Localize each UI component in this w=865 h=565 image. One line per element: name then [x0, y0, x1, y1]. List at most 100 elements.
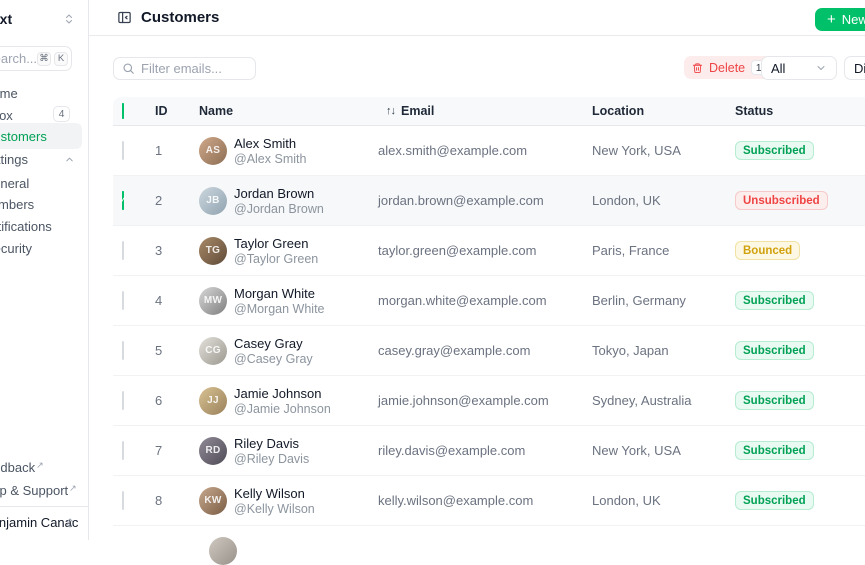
- trash-icon: [692, 62, 703, 74]
- cell-id: 3: [155, 243, 163, 258]
- customer-handle: @Jamie Johnson: [234, 401, 331, 416]
- customer-handle: @Riley Davis: [234, 451, 310, 466]
- display-button[interactable]: Display: [844, 56, 865, 80]
- customer-name: Morgan White: [234, 285, 315, 301]
- kbd-k: K: [54, 51, 69, 66]
- cell-email: morgan.white@example.com: [378, 293, 547, 308]
- main-content: Customers + New customer Delete 1 All: [89, 0, 865, 565]
- row-checkbox[interactable]: [122, 440, 124, 460]
- status-badge: Bounced: [735, 241, 801, 261]
- customer-handle: @Jordan Brown: [234, 201, 324, 216]
- table-row: 7 RD Riley Davis @Riley Davis riley.davi…: [113, 426, 865, 476]
- avatar: TG: [199, 236, 227, 265]
- sidebar-link-feedback[interactable]: Feedback↗: [0, 460, 44, 475]
- column-header-location: Location: [592, 104, 645, 118]
- cell-name: KW Kelly Wilson @Kelly Wilson: [190, 486, 370, 516]
- status-badge: Subscribed: [735, 141, 814, 161]
- table-row: 6 JJ Jamie Johnson @Jamie Johnson jamie.…: [113, 376, 865, 426]
- row-checkbox[interactable]: [122, 140, 124, 160]
- table-body: 1 AS Alex Smith @Alex Smith alex.smith@e…: [113, 126, 865, 526]
- filter-emails-input[interactable]: [141, 61, 247, 76]
- cell-location: New York, USA: [592, 143, 681, 158]
- sidebar-item-inbox[interactable]: Inbox: [0, 108, 13, 123]
- partial-next-row: [113, 526, 865, 565]
- row-checkbox[interactable]: [122, 190, 124, 210]
- customer-name: Alex Smith: [234, 135, 297, 151]
- cell-location: Tokyo, Japan: [592, 343, 669, 358]
- customer-handle: @Taylor Green: [234, 251, 319, 266]
- sidebar-item-notifications[interactable]: Notifications: [0, 219, 52, 234]
- new-customer-label: New customer: [841, 12, 865, 27]
- collapse-sidebar-icon[interactable]: [117, 10, 132, 25]
- cell-id: 8: [155, 493, 163, 508]
- avatar-initials: KW: [204, 495, 222, 506]
- cell-name: RD Riley Davis @Riley Davis: [190, 436, 370, 466]
- sidebar-item-general[interactable]: General: [0, 176, 30, 191]
- cell-email: casey.gray@example.com: [378, 343, 531, 358]
- cell-status: Bounced: [725, 241, 865, 261]
- sidebar-item-customers-label: Customers: [0, 128, 47, 144]
- sidebar-link-help-support[interactable]: Help & Support↗: [0, 483, 77, 498]
- avatar-initials: MW: [203, 295, 223, 306]
- status-badge: Subscribed: [735, 341, 814, 361]
- unfold-icon[interactable]: [64, 517, 76, 529]
- table-row: 2 JB Jordan Brown @Jordan Brown jordan.b…: [113, 176, 865, 226]
- avatar-initials: TG: [205, 245, 221, 256]
- external-link-icon: ↗: [69, 483, 77, 493]
- sort-icon: ↑↓: [386, 105, 396, 117]
- table-row: 5 CG Casey Gray @Casey Gray casey.gray@e…: [113, 326, 865, 376]
- sidebar-item-customers[interactable]: Customers: [0, 123, 82, 149]
- cell-email: jordan.brown@example.com: [378, 193, 544, 208]
- filter-emails-field[interactable]: [113, 57, 256, 80]
- row-checkbox[interactable]: [122, 390, 124, 410]
- cell-id: 6: [155, 393, 163, 408]
- sidebar-search[interactable]: Search... ⌘ K: [0, 46, 72, 71]
- customer-name: Jamie Johnson: [234, 385, 322, 401]
- customers-table: ID Name ↑↓ Email Location Status 1 AS Al…: [113, 97, 865, 565]
- cell-status: Subscribed: [725, 291, 865, 311]
- avatar-initials: AS: [205, 145, 221, 156]
- feedback-label: Feedback: [0, 460, 36, 475]
- cell-name: AS Alex Smith @Alex Smith: [190, 136, 370, 166]
- unfold-icon[interactable]: [63, 13, 75, 25]
- customer-handle: @Kelly Wilson: [234, 501, 315, 516]
- cell-location: Berlin, Germany: [592, 293, 686, 308]
- status-filter-select[interactable]: All: [761, 56, 837, 80]
- team-selector[interactable]: Nuxt: [0, 11, 13, 27]
- help-label: Help & Support: [0, 483, 69, 498]
- customer-name: Riley Davis: [234, 435, 300, 451]
- avatar: RD: [199, 436, 227, 465]
- column-header-id: ID: [155, 104, 168, 118]
- row-checkbox[interactable]: [122, 290, 124, 310]
- inbox-count-badge: 4: [53, 106, 70, 122]
- cell-email: taylor.green@example.com: [378, 243, 537, 258]
- cell-status: Subscribed: [725, 341, 865, 361]
- cell-id: 7: [155, 443, 163, 458]
- cell-location: New York, USA: [592, 443, 681, 458]
- sidebar-item-settings[interactable]: Settings: [0, 152, 28, 167]
- new-customer-button[interactable]: + New customer: [815, 8, 865, 31]
- customer-handle: @Alex Smith: [234, 151, 307, 166]
- column-header-email-label: Email: [401, 104, 435, 118]
- select-all-checkbox[interactable]: [122, 103, 124, 119]
- table-header-row: ID Name ↑↓ Email Location Status: [113, 97, 865, 126]
- row-checkbox[interactable]: [122, 340, 124, 360]
- customer-handle: @Casey Gray: [234, 351, 313, 366]
- status-badge: Subscribed: [735, 391, 814, 411]
- cell-status: Subscribed: [725, 441, 865, 461]
- column-header-email[interactable]: ↑↓ Email: [370, 104, 585, 118]
- sidebar-item-members[interactable]: Members: [0, 197, 35, 212]
- table-row: 4 MW Morgan White @Morgan White morgan.w…: [113, 276, 865, 326]
- sidebar-item-security[interactable]: Security: [0, 241, 32, 256]
- status-badge: Subscribed: [735, 441, 814, 461]
- chevron-up-icon[interactable]: [64, 154, 75, 165]
- row-checkbox[interactable]: [122, 490, 124, 510]
- cell-location: Sydney, Australia: [592, 393, 692, 408]
- cell-id: 4: [155, 293, 163, 308]
- sidebar-item-home[interactable]: Home: [0, 86, 18, 101]
- row-checkbox[interactable]: [122, 240, 124, 260]
- cell-status: Unsubscribed: [725, 191, 865, 211]
- delete-button[interactable]: Delete 1: [684, 56, 775, 79]
- user-menu[interactable]: Benjamin Canac: [0, 515, 79, 530]
- table-row: 3 TG Taylor Green @Taylor Green taylor.g…: [113, 226, 865, 276]
